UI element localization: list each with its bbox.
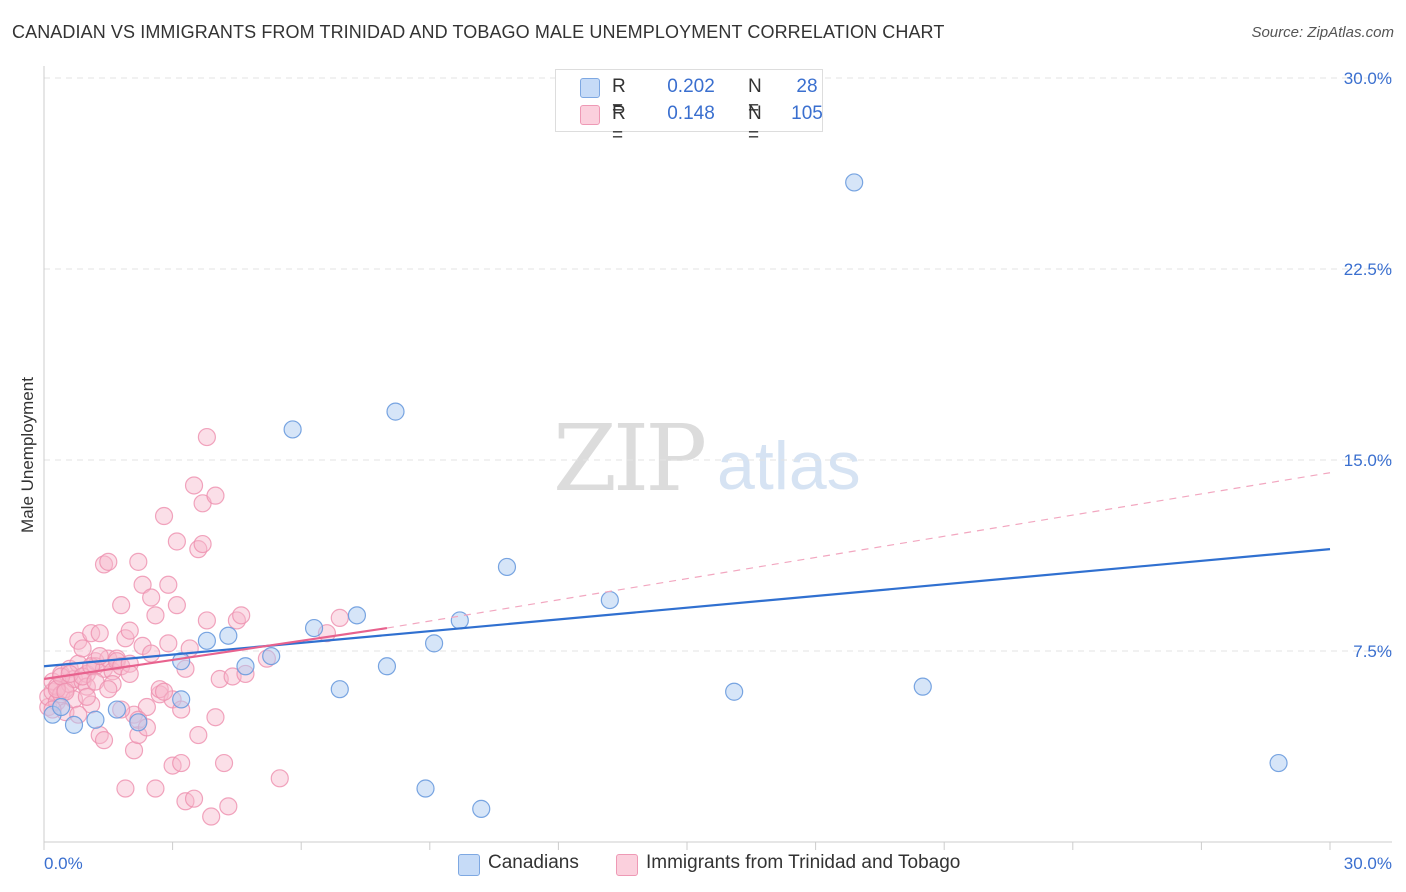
y-tick-label: 7.5% bbox=[1353, 642, 1392, 661]
canadians-point bbox=[416, 779, 435, 798]
x-tick-label: 0.0% bbox=[44, 854, 83, 873]
r-label: R = bbox=[612, 76, 626, 119]
n-label: N = bbox=[748, 103, 762, 146]
canadians-point bbox=[283, 420, 302, 439]
watermark-atlas: atlas bbox=[717, 428, 861, 504]
immigrants-trend-extrapolated bbox=[386, 472, 1331, 629]
immigrants-point bbox=[159, 634, 178, 653]
immigrants-point bbox=[146, 606, 165, 625]
canadians-point bbox=[725, 682, 744, 701]
canadians-point bbox=[600, 590, 619, 610]
immigrants-point bbox=[90, 624, 109, 643]
immigrants-point bbox=[133, 575, 152, 594]
stats-legend: R = 0.202 N = 28 R = 0.148 N = 105 bbox=[555, 69, 823, 146]
canadians-point bbox=[172, 690, 191, 709]
r-label: R = bbox=[612, 103, 626, 146]
immigrants-point bbox=[219, 797, 238, 816]
canadians-point bbox=[845, 173, 864, 192]
canadians-point bbox=[377, 657, 397, 676]
immigrants-trend-line bbox=[43, 626, 388, 681]
source-label: Source: ZipAtlas.com bbox=[1251, 24, 1394, 41]
immigrants-point bbox=[167, 532, 186, 551]
canadians-point bbox=[472, 799, 491, 818]
immigrants-point bbox=[99, 552, 118, 571]
canadians-point bbox=[107, 700, 126, 719]
n-value: 28 bbox=[796, 76, 818, 97]
canadians-point bbox=[129, 713, 148, 732]
canadians-point bbox=[219, 626, 238, 645]
canadians-legend-swatch bbox=[458, 854, 480, 876]
immigrants-point bbox=[77, 687, 96, 706]
immigrants-point bbox=[167, 596, 186, 615]
chart-title: CANADIAN VS IMMIGRANTS FROM TRINIDAD AND… bbox=[12, 22, 945, 42]
y-axis-title: Male Unemployment bbox=[18, 377, 37, 533]
canadians-point bbox=[262, 646, 281, 666]
immigrants-point bbox=[172, 753, 191, 773]
canadians-point bbox=[236, 657, 255, 676]
n-label: N = bbox=[748, 76, 762, 119]
canadians-point bbox=[52, 697, 71, 717]
immigrants-point bbox=[146, 779, 165, 798]
immigrants-point bbox=[116, 779, 135, 798]
immigrants-point bbox=[154, 506, 174, 526]
immigrants-point bbox=[159, 575, 178, 594]
immigrants-point bbox=[73, 639, 92, 658]
immigrants-point bbox=[112, 596, 131, 615]
immigrants-point bbox=[193, 534, 212, 554]
legend-label: Immigrants from Trinidad and Tobago bbox=[646, 852, 961, 873]
immigrants-point bbox=[137, 697, 156, 717]
immigrants-point bbox=[142, 644, 161, 663]
canadians-point bbox=[304, 618, 324, 638]
immigrants-legend-swatch bbox=[616, 854, 638, 876]
immigrants-point bbox=[197, 427, 216, 447]
r-value: 0.148 bbox=[667, 103, 715, 124]
canadians-point bbox=[913, 677, 932, 696]
immigrants-point bbox=[270, 769, 289, 788]
immigrants-point bbox=[142, 588, 161, 607]
watermark-zip: ZIP bbox=[553, 405, 707, 512]
canadians-point bbox=[386, 402, 405, 421]
immigrants-point bbox=[330, 608, 349, 627]
immigrants-point bbox=[232, 606, 251, 625]
immigrants-point bbox=[120, 621, 139, 640]
canadians-swatch bbox=[580, 78, 600, 98]
canadians-point bbox=[424, 634, 444, 653]
canadians-point bbox=[1269, 753, 1288, 773]
immigrants-point bbox=[129, 552, 148, 571]
immigrants-point bbox=[99, 680, 118, 699]
immigrants-point bbox=[206, 708, 225, 727]
immigrants-point bbox=[184, 789, 204, 808]
canadians-point bbox=[347, 606, 367, 625]
immigrants-point bbox=[214, 753, 234, 773]
immigrants-point bbox=[94, 731, 114, 750]
canadians-point bbox=[197, 631, 216, 650]
immigrants-point bbox=[77, 677, 96, 696]
y-tick-label: 30.0% bbox=[1344, 69, 1392, 88]
y-tick-label: 22.5% bbox=[1344, 260, 1392, 279]
immigrants-point bbox=[154, 682, 174, 701]
canadians-point bbox=[330, 680, 349, 699]
immigrants-swatch bbox=[580, 105, 600, 125]
legend-label: Canadians bbox=[488, 852, 579, 873]
x-tick-label: 30.0% bbox=[1344, 854, 1392, 873]
immigrants-point bbox=[206, 486, 225, 505]
immigrants-point bbox=[202, 807, 221, 826]
canadians-point bbox=[497, 557, 517, 577]
immigrants-point bbox=[124, 741, 144, 760]
y-tick-label: 15.0% bbox=[1344, 451, 1392, 470]
n-value: 105 bbox=[791, 103, 823, 124]
r-value: 0.202 bbox=[667, 76, 715, 97]
immigrants-point bbox=[184, 476, 204, 495]
immigrants-point bbox=[56, 682, 75, 701]
immigrants-point bbox=[197, 611, 216, 630]
immigrants-point bbox=[189, 725, 208, 745]
canadians-point bbox=[86, 710, 105, 729]
canadians-point bbox=[64, 715, 84, 734]
